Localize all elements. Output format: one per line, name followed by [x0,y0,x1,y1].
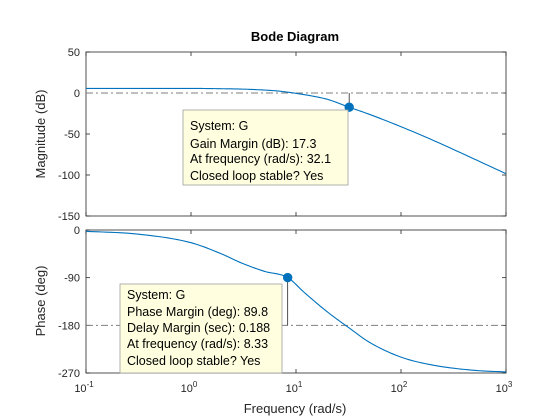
phase-ytick-label: -270 [58,368,80,380]
gain-datatip-line: At frequency (rad/s): 32.1 [190,152,331,166]
x-axis-label: Frequency (rad/s) [244,401,347,416]
magnitude-ytick-label: 50 [68,47,80,59]
x-tick-label: 102 [391,380,408,395]
gain-datatip-line: Gain Margin (dB): 17.3 [190,137,316,151]
magnitude-ylabel: Magnitude (dB) [33,90,48,179]
gain-datatip-line: System: G [190,119,248,133]
x-tick-label: 101 [286,380,303,395]
phase-datatip-line: Closed loop stable? Yes [127,354,260,368]
gain-datatip-box [182,109,349,186]
magnitude-ytick-label: -100 [58,170,80,182]
gain-margin-datatip[interactable]: System: G Gain Margin (dB): 17.3 At freq… [182,109,349,186]
phase-datatip-line: Phase Margin (deg): 89.8 [127,305,268,319]
phase-ytick-label: 0 [74,225,80,237]
x-tick-label: 100 [181,380,198,395]
phase-datatip-line: Delay Margin (sec): 0.188 [127,321,270,335]
magnitude-ytick-label: -50 [64,129,80,141]
phase-datatip-line: At frequency (rad/s): 8.33 [127,337,268,351]
phase-ylabel: Phase (deg) [33,266,48,337]
phase-response-curve [85,230,507,373]
phase-datatip-box [119,283,283,374]
magnitude-plot-layer: 50 0 -50 -100 -150 [58,47,507,223]
gain-datatip-line: Closed loop stable? Yes [190,169,323,183]
x-tick-label: 103 [496,380,513,395]
phase-ytick-label: -180 [58,320,80,332]
magnitude-ytick-label: 0 [74,88,80,100]
x-ticks: 10-1 100 101 102 103 [74,380,513,395]
phase-ytick-label: -90 [64,273,80,285]
chart-title: Bode Diagram [251,29,339,44]
phase-margin-marker [282,272,293,283]
magnitude-response-curve [86,87,507,175]
phase-datatip-line: System: G [127,288,185,302]
magnitude-ytick-label: -150 [58,211,80,223]
x-tick-label: 10-1 [74,380,94,395]
phase-margin-datatip[interactable]: System: G Phase Margin (deg): 89.8 Delay… [119,283,283,374]
magnitude-margin-marker [344,102,354,112]
